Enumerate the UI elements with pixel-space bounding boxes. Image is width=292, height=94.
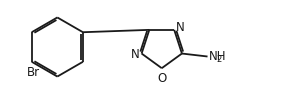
Text: N: N bbox=[131, 48, 139, 61]
Text: Br: Br bbox=[27, 66, 40, 78]
Text: O: O bbox=[157, 72, 166, 85]
Text: NH: NH bbox=[209, 50, 227, 63]
Text: 2: 2 bbox=[217, 55, 222, 64]
Text: N: N bbox=[176, 21, 185, 34]
